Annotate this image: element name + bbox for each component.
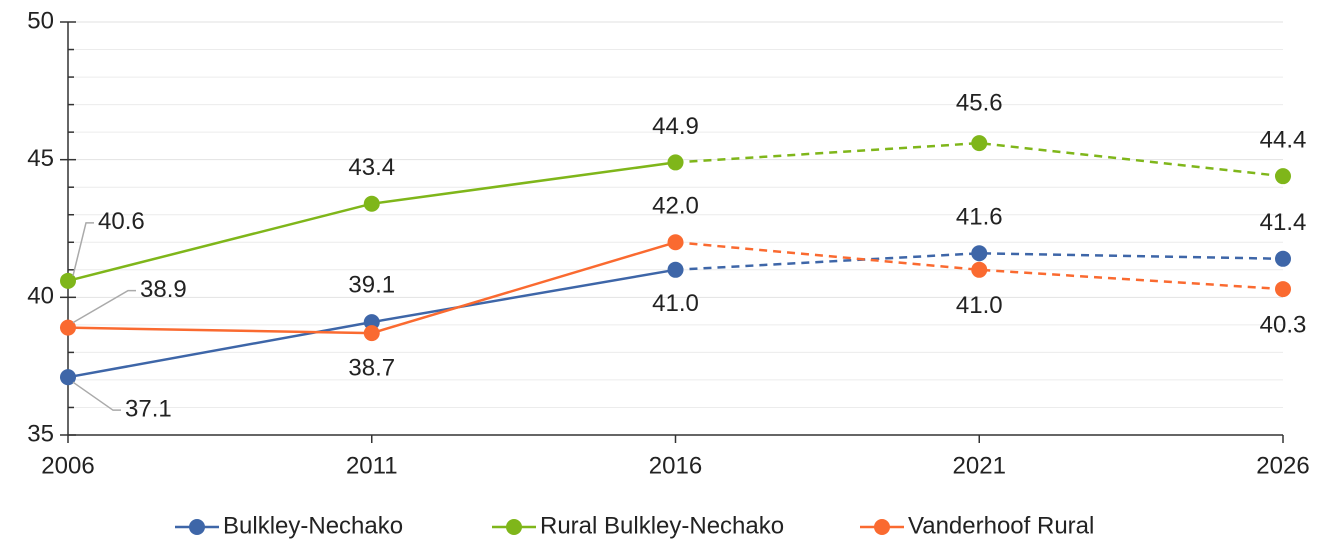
data-label: 41.0 (652, 290, 699, 317)
data-label: 44.9 (652, 113, 699, 140)
legend-marker (874, 519, 890, 535)
data-label: 43.4 (348, 154, 395, 181)
data-label: 38.7 (348, 354, 395, 381)
legend-marker (506, 519, 522, 535)
leader-line (72, 381, 121, 411)
x-tick-label: 2011 (346, 452, 398, 479)
legend-label: Rural Bulkley-Nechako (540, 512, 784, 539)
data-label: 40.6 (98, 208, 145, 235)
series-line (675, 141, 1284, 178)
point (60, 369, 76, 386)
x-tick-label: 2021 (953, 452, 1006, 479)
point (971, 135, 988, 152)
legend-label: Bulkley-Nechako (223, 512, 403, 539)
legend-marker (189, 519, 205, 535)
y-tick-label: 50 (27, 7, 54, 34)
data-label: 40.3 (1260, 311, 1307, 338)
data-label: 42.0 (652, 193, 699, 220)
point (667, 154, 684, 171)
x-tick-label: 2026 (1256, 452, 1309, 479)
y-tick-label: 40 (27, 283, 54, 310)
data-label: 44.4 (1260, 127, 1307, 154)
point (363, 195, 380, 212)
point (1275, 281, 1291, 298)
point (667, 261, 684, 278)
point (363, 314, 380, 331)
leader-line (72, 289, 136, 324)
data-label: 37.1 (125, 396, 172, 423)
point (971, 261, 988, 278)
x-tick-label: 2016 (649, 452, 702, 479)
point (1275, 250, 1291, 267)
point (60, 272, 76, 289)
point (363, 325, 380, 342)
data-label: 41.4 (1260, 209, 1307, 236)
data-label: 38.9 (140, 276, 187, 303)
point (667, 234, 684, 251)
point (60, 319, 76, 336)
series-line (675, 241, 1284, 291)
data-label: 39.1 (348, 271, 395, 298)
point (971, 245, 988, 262)
data-label: 45.6 (956, 89, 1003, 116)
data-label: 41.6 (956, 204, 1003, 231)
y-tick-label: 45 (27, 145, 54, 172)
x-tick-label: 2006 (41, 452, 94, 479)
point (1275, 168, 1291, 185)
series-line (675, 252, 1284, 272)
data-label: 41.0 (956, 292, 1003, 319)
leader-line (72, 222, 94, 276)
legend-label: Vanderhoof Rural (908, 512, 1094, 539)
y-tick-label: 35 (27, 420, 54, 447)
